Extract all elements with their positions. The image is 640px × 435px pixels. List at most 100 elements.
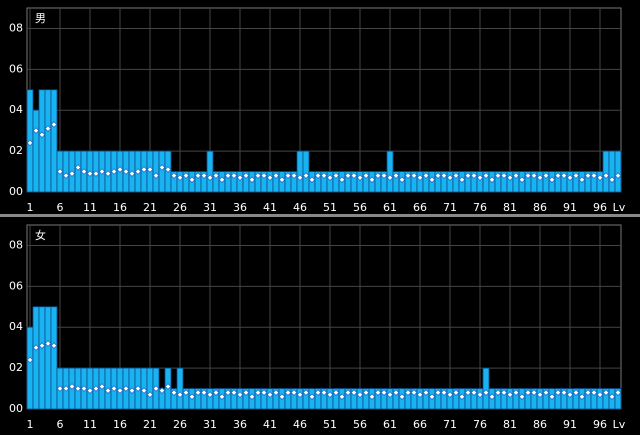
diamond-marker [218,393,226,401]
bar [158,150,166,193]
diamond-marker [524,172,532,180]
diamond-marker [572,172,580,180]
bar [386,150,394,193]
diamond-marker [194,389,202,397]
bar [302,150,310,193]
diamond-marker [80,168,88,175]
diamond-marker [80,385,88,392]
diamond-marker [380,389,388,397]
diamond-marker [266,174,274,182]
diamond-marker [512,172,520,180]
diamond-marker [494,389,502,397]
diamond-marker [404,172,412,180]
diamond-marker [248,393,256,401]
diamond-marker [584,172,592,180]
diamond-marker [530,172,538,180]
diamond-marker [272,389,280,397]
diamond-marker [488,393,496,401]
diamond-marker [44,125,52,132]
panel-title: 女 [35,228,46,242]
x-tick-label: 26 [173,201,187,214]
diamond-marker [110,385,118,392]
diamond-marker [206,174,214,182]
diamond-marker [44,340,52,347]
x-tick-label: 71 [443,201,457,214]
diamond-marker [464,389,472,397]
diamond-marker [296,391,304,399]
diamond-marker [536,174,544,182]
diamond-marker [56,168,64,175]
diamond-marker [92,170,100,177]
diamond-marker [212,389,220,397]
x-axis-label: Lv [613,201,626,214]
diamond-marker [128,170,136,177]
diamond-marker [302,172,310,180]
bar [152,150,160,193]
y-tick-label: 08 [9,238,23,251]
diamond-marker [86,170,94,177]
diamond-marker [362,389,370,397]
diamond-marker [170,172,178,180]
diamond-marker [122,385,130,392]
diamond-marker [38,342,46,349]
diamond-marker [566,391,574,399]
diamond-marker [194,172,202,180]
x-tick-label: 81 [503,418,517,431]
x-tick-label: 6 [57,201,64,214]
x-tick-label: 1 [27,201,34,214]
diamond-marker [350,172,358,180]
diamond-marker [356,391,364,399]
diamond-marker [338,176,346,184]
diamond-marker [50,342,58,349]
diamond-marker [314,389,322,397]
x-tick-label: 66 [413,201,427,214]
diamond-marker [398,393,406,401]
diamond-marker [386,174,394,182]
diamond-marker [182,389,190,397]
x-tick-label: 81 [503,201,517,214]
diamond-marker [116,387,124,394]
diamond-marker [326,174,334,182]
x-tick-label: 1 [27,418,34,431]
diamond-marker [518,176,526,184]
diamond-marker [506,174,514,182]
diamond-marker [416,174,424,182]
x-tick-label: 91 [563,201,577,214]
y-tick-label: 02 [9,144,23,157]
diamond-marker [164,166,172,173]
x-tick-label: 41 [263,418,277,431]
diamond-marker [140,166,148,173]
diamond-marker [506,391,514,399]
bar [50,89,58,193]
x-tick-label: 56 [353,418,367,431]
diamond-marker [386,391,394,399]
diamond-marker [170,389,178,397]
diamond-marker [338,393,346,401]
x-tick-label: 71 [443,418,457,431]
diamond-marker [350,389,358,397]
diamond-marker [134,385,142,392]
separator [0,214,640,217]
diamond-marker [614,172,622,180]
diamond-marker [344,389,352,397]
diamond-marker [92,385,100,392]
bar [44,89,52,193]
bar [32,109,40,193]
diamond-marker [26,356,34,364]
x-tick-label: 31 [203,201,217,214]
x-tick-label: 31 [203,418,217,431]
x-tick-label: 61 [383,201,397,214]
diamond-marker [290,389,298,397]
diamond-marker [392,172,400,180]
diamond-marker [236,174,244,182]
diamond-marker [434,389,442,397]
x-tick-label: 61 [383,418,397,431]
diamond-marker [68,170,76,177]
diamond-marker [398,176,406,184]
diamond-marker [452,389,460,397]
diamond-marker [308,393,316,401]
x-tick-label: 46 [293,201,307,214]
diamond-marker [536,391,544,399]
diamond-marker [584,389,592,397]
diamond-marker [458,393,466,401]
